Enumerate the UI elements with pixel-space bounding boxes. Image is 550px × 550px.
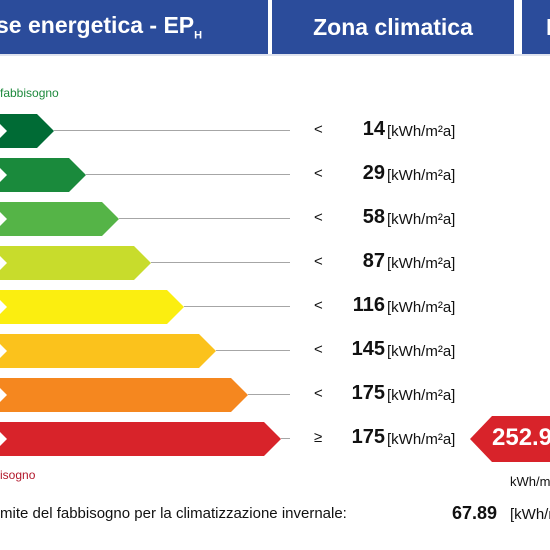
label-low-demand: fabbisogno [0, 86, 59, 100]
footer-description: mite del fabbisogno per la climatizzazio… [0, 505, 347, 522]
energy-class-arrow [0, 114, 54, 148]
energy-class-guide-line [119, 218, 290, 219]
header-climate-zone-title: Zona climatica [313, 13, 473, 40]
energy-class-row: ≥175 [kWh/m²a] [0, 422, 550, 456]
header-extra: E [522, 0, 550, 54]
energy-class-row: <116 [kWh/m²a] [0, 290, 550, 324]
energy-class-arrow [0, 378, 248, 412]
energy-class-comparator: ≥ [314, 429, 323, 446]
energy-class-threshold: 14 [362, 118, 385, 140]
energy-class-threshold: 87 [362, 250, 385, 272]
energy-class-row: <87 [kWh/m²a] [0, 246, 550, 280]
result-badge [470, 416, 550, 462]
energy-class-threshold: 29 [362, 162, 385, 184]
energy-class-arrow [0, 158, 86, 192]
energy-class-comparator: < [314, 121, 323, 138]
energy-class-guide-line [248, 394, 290, 395]
energy-class-threshold: 58 [362, 206, 385, 228]
energy-class-row: <29 [kWh/m²a] [0, 158, 550, 192]
result-value: 252.9 [492, 424, 550, 451]
result-unit: kWh/m [510, 474, 550, 489]
energy-class-guide-line [216, 350, 290, 351]
energy-class-unit: [kWh/m²a] [387, 343, 456, 360]
energy-class-threshold: 175 [351, 382, 385, 404]
energy-class-arrow [0, 422, 281, 456]
header-subscript: H [194, 29, 203, 42]
footer-unit: [kWh/m [510, 506, 550, 523]
energy-class-row: <58 [kWh/m²a] [0, 202, 550, 236]
energy-class-guide-line [86, 174, 290, 175]
label-high-demand: isogno [0, 468, 36, 482]
header-energy-class-title: se energetica - EPH [0, 12, 203, 42]
energy-class-arrow [0, 246, 151, 280]
energy-class-unit: [kWh/m²a] [387, 167, 456, 184]
energy-class-arrow [0, 334, 216, 368]
energy-class-unit: [kWh/m²a] [387, 299, 456, 316]
energy-class-guide-line [151, 262, 290, 263]
energy-class-comparator: < [314, 165, 323, 182]
header-energy-class: se energetica - EPH [0, 0, 268, 54]
energy-class-row: <14 [kWh/m²a] [0, 114, 550, 148]
energy-class-threshold: 145 [351, 338, 385, 360]
energy-class-arrow [0, 290, 184, 324]
energy-class-arrow [0, 202, 119, 236]
header-climate-zone: Zona climatica [272, 0, 514, 54]
footer-value: 67.89 [452, 503, 498, 523]
energy-class-threshold: 175 [351, 426, 385, 448]
energy-class-guide-line [184, 306, 290, 307]
energy-class-comparator: < [314, 253, 323, 270]
result-badge-shape [470, 416, 550, 462]
energy-class-threshold: 116 [352, 294, 385, 316]
header-extra-title: E [546, 14, 550, 41]
energy-class-unit: [kWh/m²a] [387, 431, 456, 448]
energy-class-comparator: < [314, 297, 323, 314]
energy-class-comparator: < [314, 341, 323, 358]
energy-class-unit: [kWh/m²a] [387, 123, 456, 140]
energy-class-unit: [kWh/m²a] [387, 255, 456, 272]
energy-class-guide-line [54, 130, 290, 131]
energy-class-row: <145 [kWh/m²a] [0, 334, 550, 368]
energy-class-unit: [kWh/m²a] [387, 387, 456, 404]
energy-class-comparator: < [314, 209, 323, 226]
energy-class-comparator: < [314, 385, 323, 402]
energy-class-unit: [kWh/m²a] [387, 211, 456, 228]
energy-class-guide-line [281, 438, 290, 439]
energy-class-row: <175 [kWh/m²a] [0, 378, 550, 412]
header-divider [0, 54, 550, 56]
